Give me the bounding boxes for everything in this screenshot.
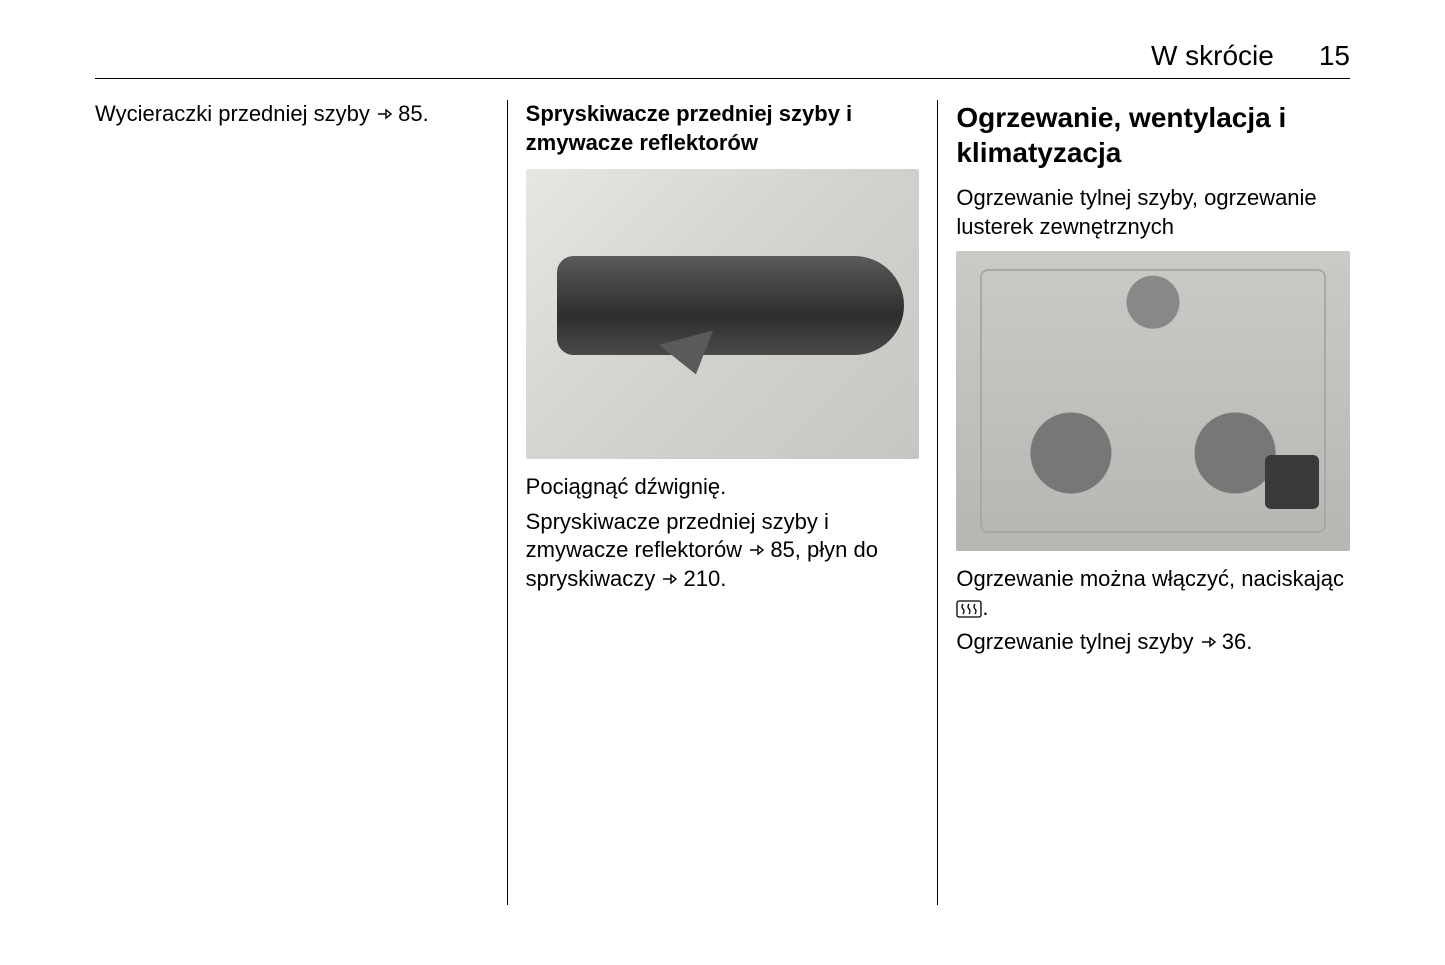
header-rule [95, 78, 1350, 79]
page-header: W skrócie 15 [1151, 40, 1350, 72]
col2-p1: Pociągnąć dźwignię. [526, 473, 920, 502]
col2-ref2: 210. [683, 566, 726, 591]
col2-ref1: 85 [770, 537, 794, 562]
header-page-number: 15 [1319, 40, 1350, 72]
col3-p2: Ogrzewanie tylnej szyby 36. [956, 628, 1350, 657]
reference-arrow-icon [661, 571, 677, 587]
col1-text-pre: Wycieraczki przedniej szyby [95, 101, 376, 126]
col1-ref: 85. [398, 101, 429, 126]
col2-p2: Spryskiwacze przedniej szyby i zmywacze … [526, 508, 920, 594]
content-columns: Wycieraczki przedniej szyby 85. Spryskiw… [95, 100, 1350, 905]
col3-main-heading: Ogrzewanie, wentylacja i klimatyzacja [956, 100, 1350, 170]
climate-control-panel-illustration [956, 251, 1350, 551]
reference-arrow-icon [748, 542, 764, 558]
rear-defrost-button-highlight [1265, 455, 1319, 509]
col1-text: Wycieraczki przedniej szyby 85. [95, 100, 489, 129]
reference-arrow-icon [376, 106, 392, 122]
col3-ref: 36. [1222, 629, 1253, 654]
washer-lever-illustration [526, 169, 920, 459]
col3-sub-heading: Ogrzewanie tylnej szyby, ogrzewanie lust… [956, 184, 1350, 241]
col3-p1-a: Ogrzewanie można włączyć, naciskając [956, 566, 1344, 591]
column-2: Spryskiwacze przedniej szyby i zmywacze … [508, 100, 938, 905]
column-3: Ogrzewanie, wentylacja i klimatyzacja Og… [938, 100, 1350, 905]
col2-heading: Spryskiwacze przedniej szyby i zmywacze … [526, 100, 920, 157]
col3-p2-a: Ogrzewanie tylnej szyby [956, 629, 1199, 654]
col3-p1: Ogrzewanie można włączyć, naciskając . [956, 565, 1350, 622]
rear-defrost-icon [956, 600, 982, 618]
col3-p1-b: . [982, 595, 988, 620]
header-title: W skrócie [1151, 40, 1274, 72]
reference-arrow-icon [1200, 634, 1216, 650]
column-1: Wycieraczki przedniej szyby 85. [95, 100, 507, 905]
